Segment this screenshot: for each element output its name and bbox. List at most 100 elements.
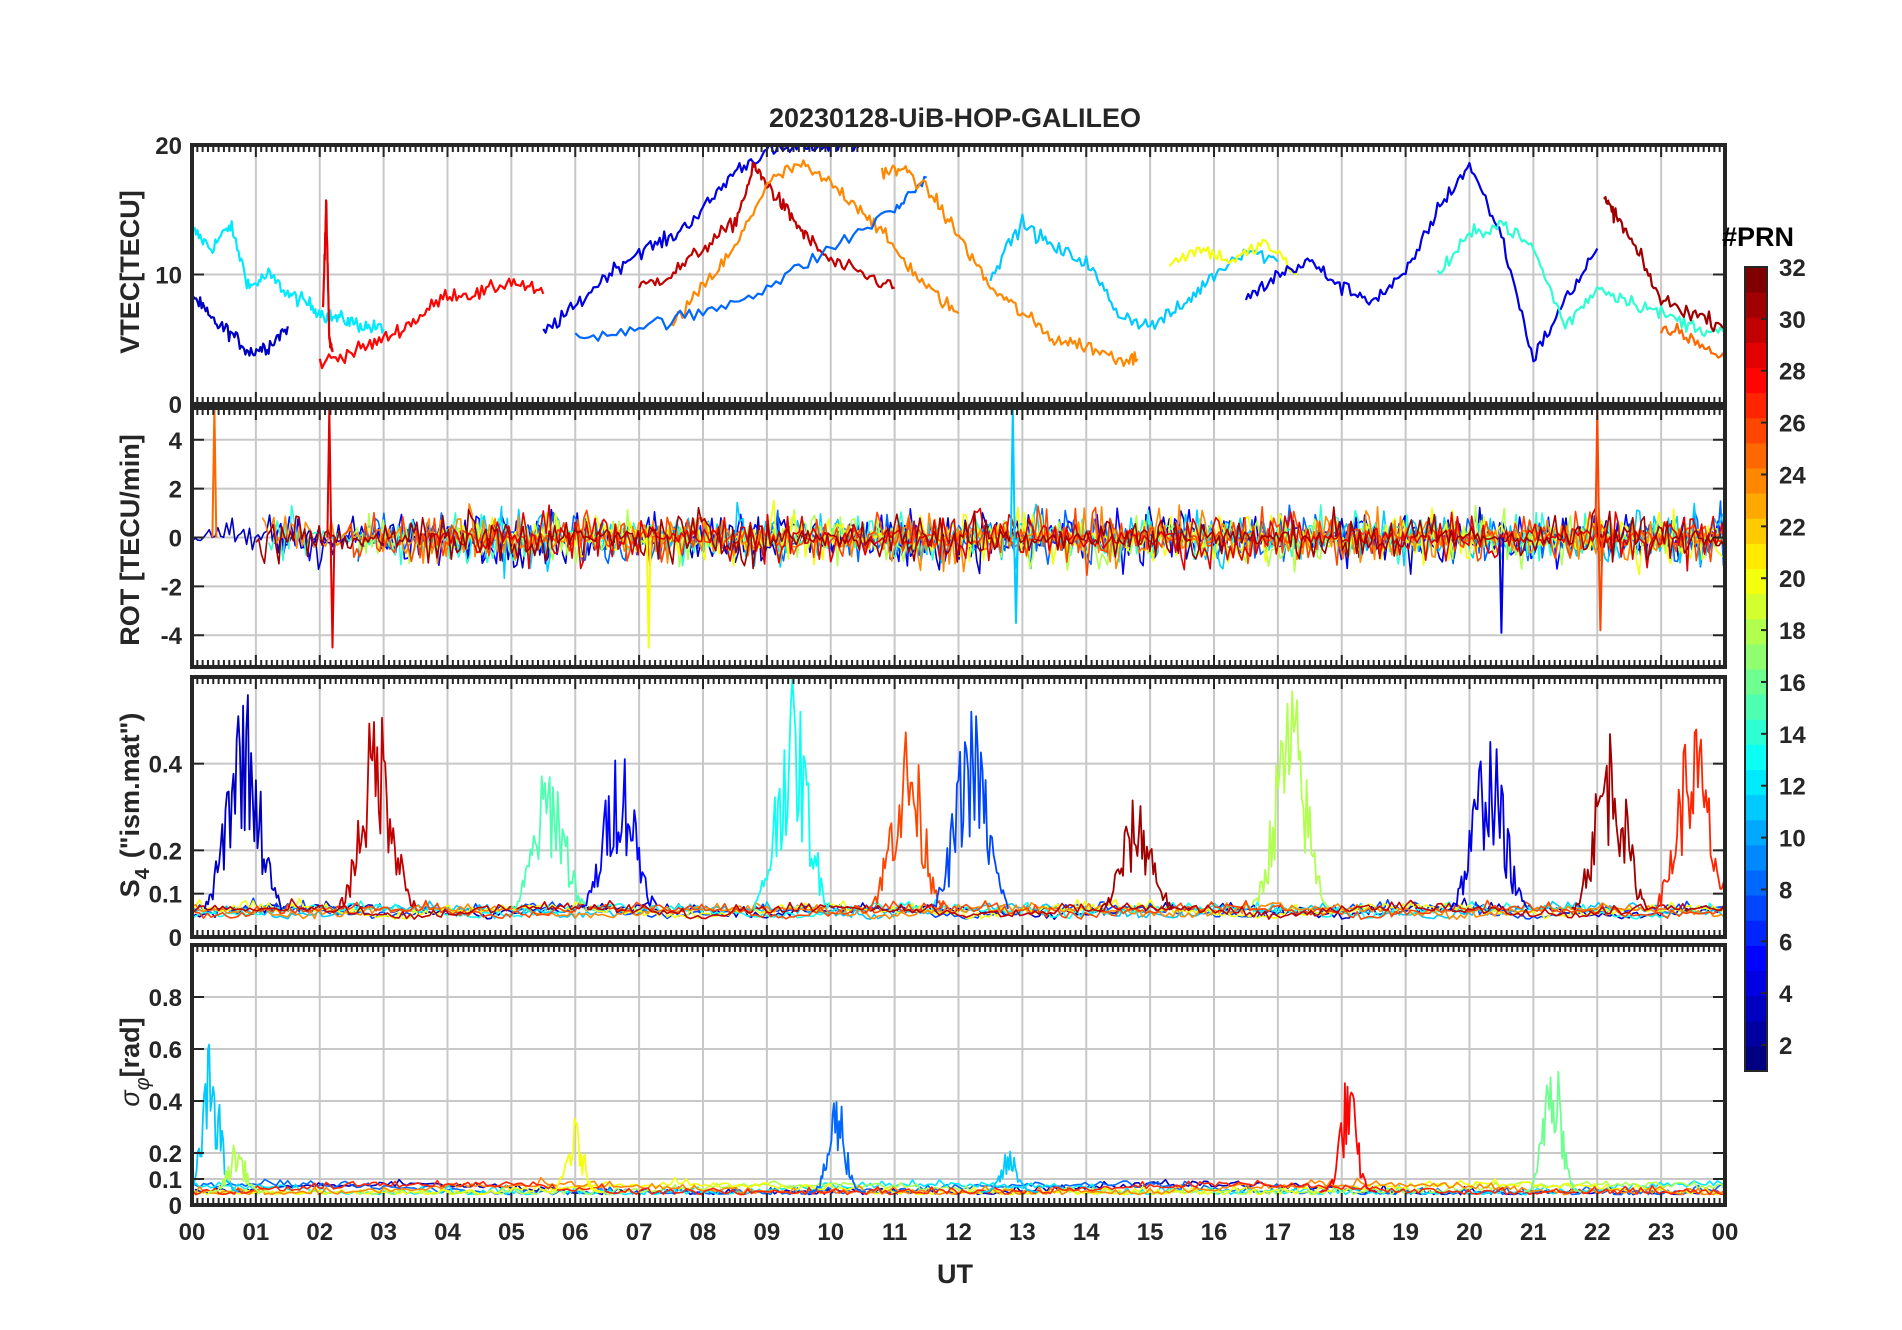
colorbar-segment xyxy=(1745,417,1767,444)
sigma-baseline-prn-24 xyxy=(192,1176,1725,1196)
colorbar-tick-label: 18 xyxy=(1779,618,1806,645)
vtec-series-prn-30 xyxy=(638,161,895,290)
vtec-series-prn-14 xyxy=(1436,219,1725,337)
rot-series-prn-29 xyxy=(427,504,1725,572)
sigma-burst-prn-8 xyxy=(808,1101,866,1193)
colorbar-segment xyxy=(1745,643,1767,670)
sigma-ylabel-sub: φ xyxy=(132,1077,154,1090)
vtec-ytick-label: 0 xyxy=(169,392,182,419)
colorbar-frame xyxy=(1744,266,1768,1072)
colorbar-segment xyxy=(1745,568,1767,595)
sigma-ylabel-main: σ xyxy=(115,1089,145,1107)
colorbar-segment xyxy=(1745,292,1767,318)
rot-spike-prn-29 xyxy=(326,408,333,538)
vtec-ytick-label: 10 xyxy=(155,263,182,290)
x-tick-label: 20 xyxy=(1456,1219,1483,1246)
x-tick-label: 18 xyxy=(1328,1219,1355,1246)
x-tick-label: 09 xyxy=(754,1219,781,1246)
s4-burst-prn-5 xyxy=(581,758,658,908)
s4-series xyxy=(192,677,1725,921)
s4-ytick-label: 0 xyxy=(169,925,182,952)
rot-ytick-label: 4 xyxy=(169,428,183,455)
vtec-series-prn-25 xyxy=(1660,322,1725,360)
rot-spike-prn-26 xyxy=(1597,537,1604,632)
x-tick-label: 15 xyxy=(1137,1219,1164,1246)
s4-burst-prn-27 xyxy=(1654,728,1725,912)
colorbar-segment xyxy=(1745,442,1767,469)
vtec-series xyxy=(192,145,1725,370)
s4-ylabel: S4 ("ism.mat") xyxy=(115,713,154,898)
rot-ytick-label: -2 xyxy=(161,574,182,601)
sigma-ytick-label: 0.1 xyxy=(149,1167,182,1194)
colorbar-tick-label: 8 xyxy=(1779,877,1792,904)
colorbar-tick-label: 30 xyxy=(1779,307,1806,334)
sigma-burst-prn-28 xyxy=(1319,1082,1377,1193)
vtec-series-prn-31 xyxy=(1603,196,1725,333)
colorbar-segment xyxy=(1745,618,1767,645)
colorbar-tick-label: 32 xyxy=(1779,255,1806,282)
sigma-ytick-label: 0.8 xyxy=(149,985,182,1012)
s4-baseline-prn-24 xyxy=(192,899,1725,921)
colorbar-tick-label: 14 xyxy=(1779,722,1806,749)
rot-ytick-label: 0 xyxy=(169,526,182,553)
colorbar-segment xyxy=(1745,669,1767,695)
colorbar-tick-label: 24 xyxy=(1779,462,1806,489)
colorbar-segment xyxy=(1745,543,1767,569)
colorbar-segment xyxy=(1745,342,1767,368)
x-tick-label: 11 xyxy=(882,1219,907,1246)
colorbar-tick-label: 6 xyxy=(1779,929,1792,956)
chart-title: 20230128-UiB-HOP-GALILEO xyxy=(769,103,1141,133)
s4-ytick-label: 0.2 xyxy=(149,838,182,865)
colorbar-segment xyxy=(1745,844,1767,871)
colorbar-segment xyxy=(1745,267,1767,293)
panel-rot: -4 -2 0 2 4 xyxy=(161,406,1727,669)
colorbar-tick-label: 10 xyxy=(1779,826,1806,853)
sigma-burst-prn-11 xyxy=(980,1150,1039,1193)
vtec-ticks xyxy=(191,145,1726,404)
s4-baseline-prn-30 xyxy=(192,898,1725,920)
rot-series-prn-31 xyxy=(255,506,1725,570)
sigma-ytick-label: 0 xyxy=(169,1193,182,1220)
colorbar-segment xyxy=(1745,719,1767,745)
panel-sigma: 00.10.2 0.4 0.6 0.8 xyxy=(149,943,1727,1220)
s4-burst-prn-26 xyxy=(868,731,945,912)
rot-spike-prn-4 xyxy=(1498,537,1505,634)
colorbar-segment xyxy=(1745,317,1767,343)
x-tick-label: 10 xyxy=(817,1219,844,1246)
x-tick-label: 04 xyxy=(434,1219,461,1246)
x-tick-labels: 00 01 02 03 04 05 06 07 08 09 10 11 12 13 14 15 16 17 18 19… xyxy=(179,1219,1739,1246)
colorbar-tick-label: 2 xyxy=(1779,1033,1792,1060)
sigma-baseline-prn-18 xyxy=(192,1180,1725,1196)
rot-spike-prn-11 xyxy=(1013,537,1019,624)
vtec-series-prn-3 xyxy=(192,294,289,357)
x-tick-label: 03 xyxy=(370,1219,397,1246)
vtec-ytick-label: 20 xyxy=(155,133,182,160)
colorbar-segment xyxy=(1745,493,1767,519)
s4-ylabel-rest: ("ism.mat") xyxy=(115,713,145,859)
colorbar-segment xyxy=(1745,468,1767,494)
sigma-ytick-label: 0.2 xyxy=(149,1141,182,1168)
rot-spike-prn-25 xyxy=(211,408,218,538)
sigma-burst-prn-16 xyxy=(1523,1070,1582,1193)
vtec-series-prn-4 xyxy=(542,145,863,334)
s4-burst-prn-18 xyxy=(1251,690,1330,908)
x-tick-label: 23 xyxy=(1648,1219,1675,1246)
s4-ylabel-main: S xyxy=(115,879,145,897)
colorbar-segment xyxy=(1745,920,1767,946)
x-tick-label: 06 xyxy=(562,1219,589,1246)
colorbar-segment xyxy=(1745,995,1767,1022)
colorbar-tick-label: 12 xyxy=(1779,774,1806,801)
sigma-ylabel-rest: [rad] xyxy=(115,1017,145,1077)
s4-burst-prn-4 xyxy=(1449,741,1528,911)
colorbar-segment xyxy=(1745,895,1767,921)
vtec-series-prn-4 xyxy=(1244,162,1599,363)
colorbar-segment xyxy=(1745,1045,1767,1072)
sigma-burst-prn-20 xyxy=(546,1117,605,1193)
s4-burst-prn-31 xyxy=(1098,799,1175,913)
sigma-ytick-label: 0.4 xyxy=(149,1089,183,1116)
x-axis-label: UT xyxy=(937,1259,973,1289)
x-tick-label: 19 xyxy=(1392,1219,1419,1246)
sigma-ylabel: σφ[rad] xyxy=(115,1017,154,1106)
x-tick-label: 07 xyxy=(626,1219,653,1246)
